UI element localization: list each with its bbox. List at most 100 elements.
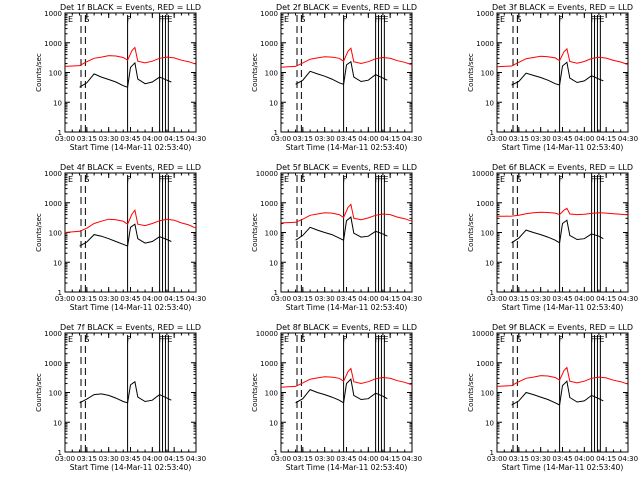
event-marker-label: E: [383, 15, 388, 24]
x-tick-label: 03:00: [487, 295, 507, 303]
y-tick-label: 1000: [44, 40, 62, 48]
panel-title: Det 6f BLACK = Events, RED = LLD: [492, 163, 633, 172]
event-marker-label: F: [159, 335, 164, 344]
x-tick-label: 03:15: [77, 135, 97, 143]
y-tick-label: 1000: [260, 360, 278, 368]
y-tick-label: 1: [58, 129, 62, 137]
event-marker-label: F: [596, 15, 601, 24]
plot-frame: [496, 332, 629, 453]
x-tick-label: 03:45: [552, 295, 572, 303]
x-tick-label: 04:30: [186, 455, 206, 463]
events-series-line: [511, 61, 604, 86]
event-marker-label: F: [594, 15, 599, 24]
x-tick-label: 03:30: [531, 135, 551, 143]
event-marker-label: S: [84, 335, 89, 344]
event-marker-label: E: [599, 175, 604, 184]
event-marker-label: S: [300, 175, 305, 184]
event-marker-label: F: [380, 175, 385, 184]
y-tick-label: 1000: [44, 170, 62, 178]
x-tick-label: 03:45: [336, 135, 356, 143]
y-tick-label: 1: [490, 449, 494, 457]
x-tick-label: 03:30: [531, 455, 551, 463]
event-marker-label: F: [343, 175, 348, 184]
x-axis-label: Start Time (14-Mar-11 02:53:40): [70, 463, 192, 472]
y-tick-label: 1000: [476, 10, 494, 18]
x-tick-label: 04:00: [358, 135, 378, 143]
plot-frame: [64, 172, 197, 293]
event-marker-label: F: [162, 335, 167, 344]
events-series-line: [295, 60, 388, 85]
y-tick-label: 1: [274, 449, 278, 457]
lld-series-line: [496, 366, 629, 387]
x-tick-label: 03:15: [293, 295, 313, 303]
detector-panel-9: Det 9f BLACK = Events, RED = LLD 1 10 100 10…: [467, 323, 638, 472]
x-tick-label: 04:00: [574, 135, 594, 143]
x-tick-label: 04:15: [596, 455, 616, 463]
events-series-line: [79, 61, 172, 88]
y-tick-label: 1: [490, 129, 494, 137]
y-tick-label: 10: [53, 99, 62, 107]
y-tick-label: 10: [485, 419, 494, 427]
x-tick-label: 03:15: [77, 295, 97, 303]
event-marker-label: F: [591, 175, 596, 184]
plot-frame: [280, 172, 413, 293]
detector-panel-8: Det 8f BLACK = Events, RED = LLD 1 10 100 10…: [251, 323, 422, 472]
x-tick-label: 03:00: [55, 295, 75, 303]
x-axis-label: Start Time (14-Mar-11 02:53:40): [502, 463, 624, 472]
event-marker-label: F: [380, 335, 385, 344]
event-marker-label: F: [596, 335, 601, 344]
event-marker-label: S: [516, 175, 521, 184]
x-tick-label: 03:15: [77, 455, 97, 463]
event-marker-label: E: [500, 175, 505, 184]
x-tick-label: 03:30: [315, 135, 335, 143]
event-marker-label: F: [591, 335, 596, 344]
x-tick-label: 03:00: [487, 135, 507, 143]
lld-series-line: [64, 46, 197, 67]
event-marker-label: E: [167, 175, 172, 184]
lld-series-line: [64, 209, 197, 233]
x-tick-label: 04:15: [380, 295, 400, 303]
panel-title: Det 8f BLACK = Events, RED = LLD: [276, 323, 417, 332]
x-tick-label: 04:30: [618, 455, 638, 463]
y-axis-label: Counts/sec: [35, 53, 43, 92]
x-tick-label: 03:30: [315, 455, 335, 463]
x-tick-label: 04:30: [402, 135, 422, 143]
event-marker-label: F: [380, 15, 385, 24]
event-marker-label: E: [383, 175, 388, 184]
x-tick-label: 03:00: [487, 455, 507, 463]
lld-series-line: [497, 207, 629, 217]
x-tick-label: 04:00: [358, 455, 378, 463]
event-marker-label: F: [378, 175, 383, 184]
y-axis-label: Counts/sec: [467, 53, 475, 92]
y-tick-label: 10: [53, 259, 62, 267]
x-tick-label: 04:15: [164, 135, 184, 143]
event-marker-label: F: [127, 15, 132, 24]
event-marker-label: F: [127, 335, 132, 344]
events-series-line: [79, 380, 172, 404]
x-tick-label: 04:00: [574, 455, 594, 463]
event-marker-label: S: [84, 15, 89, 24]
x-tick-label: 03:15: [293, 455, 313, 463]
detector-panel-5: Det 5f BLACK = Events, RED = LLD 1 10 100 10…: [251, 163, 422, 312]
event-marker-label: F: [559, 335, 564, 344]
y-tick-label: 10: [269, 259, 278, 267]
panel-title: Det 2f BLACK = Events, RED = LLD: [276, 3, 417, 12]
y-tick-label: 1000: [476, 360, 494, 368]
events-series-line: [511, 219, 604, 244]
panel-title: Det 5f BLACK = Events, RED = LLD: [276, 163, 417, 172]
panel-title: Det 3f BLACK = Events, RED = LLD: [492, 3, 633, 12]
event-marker-label: E: [68, 15, 73, 24]
y-tick-label: 1: [490, 289, 494, 297]
plot-frame: [496, 12, 629, 133]
x-tick-label: 04:15: [164, 455, 184, 463]
x-tick-label: 03:30: [99, 455, 119, 463]
event-marker-label: E: [284, 175, 289, 184]
x-tick-label: 04:30: [186, 135, 206, 143]
x-tick-label: 03:15: [293, 135, 313, 143]
x-tick-label: 04:00: [142, 135, 162, 143]
event-marker-label: F: [164, 175, 169, 184]
y-tick-label: 1000: [44, 360, 62, 368]
y-tick-label: 10: [485, 99, 494, 107]
x-tick-label: 03:15: [509, 295, 529, 303]
x-tick-label: 04:00: [574, 295, 594, 303]
